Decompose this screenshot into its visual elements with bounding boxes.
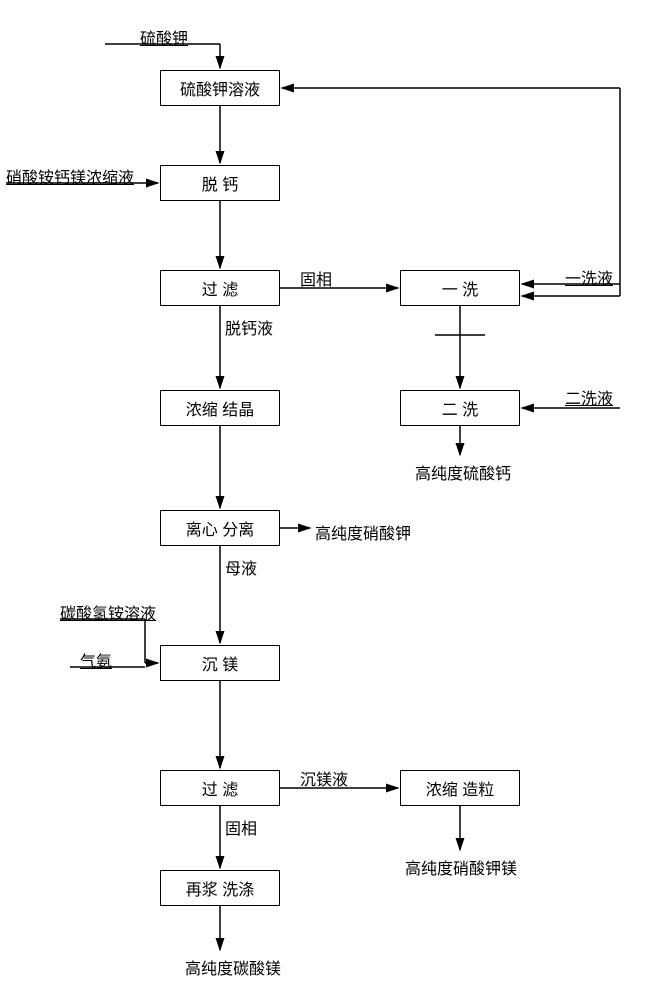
label-text: 硫酸钾溶液	[180, 76, 260, 100]
input-k2so4: 硫酸钾	[140, 25, 188, 49]
label-text: 离心 分离	[186, 516, 254, 540]
label-text: 过 滤	[202, 276, 238, 300]
label-text: 硝酸铵钙镁浓缩液	[6, 170, 134, 187]
label-text: 高纯度硝酸钾镁	[405, 861, 517, 878]
label-text: 二洗液	[565, 391, 613, 408]
box-decalcify: 脱 钙	[160, 165, 280, 201]
label-text: 母液	[225, 561, 257, 578]
output-kno3-mg: 高纯度硝酸钾镁	[405, 855, 517, 879]
label-text: 浓缩 结晶	[186, 396, 254, 420]
label-text: 高纯度碳酸镁	[185, 961, 281, 978]
edge-solid-phase: 固相	[300, 266, 332, 290]
label-text: 脱钙液	[225, 321, 273, 338]
output-caso4: 高纯度硫酸钙	[415, 460, 511, 484]
box-repulp-wash: 再浆 洗涤	[160, 870, 280, 906]
input-wash1-liquid: 一洗液	[565, 265, 613, 289]
label-text: 再浆 洗涤	[186, 876, 254, 900]
label-text: 高纯度硫酸钙	[415, 466, 511, 483]
input-nh4hco3: 碳酸氢铵溶液	[60, 600, 156, 624]
label-text: 一洗液	[565, 271, 613, 288]
box-filter1: 过 滤	[160, 270, 280, 306]
input-ammonia: 气氨	[80, 648, 112, 672]
flowchart-arrows	[0, 0, 662, 1000]
box-filter2: 过 滤	[160, 770, 280, 806]
label-text: 过 滤	[202, 776, 238, 800]
output-mgco3: 高纯度碳酸镁	[185, 955, 281, 979]
edge-mother-liquor: 母液	[225, 555, 257, 579]
box-wash1: 一 洗	[400, 270, 520, 306]
box-k2so4-solution: 硫酸钾溶液	[160, 70, 280, 106]
label-text: 碳酸氢铵溶液	[60, 606, 156, 623]
label-text: 一 洗	[442, 276, 478, 300]
label-text: 高纯度硝酸钾	[315, 526, 411, 543]
input-concentrate: 硝酸铵钙镁浓缩液	[6, 164, 134, 188]
label-text: 气氨	[80, 654, 112, 671]
label-text: 脱 钙	[202, 171, 238, 195]
label-text: 固相	[300, 272, 332, 289]
label-text: 二 洗	[442, 396, 478, 420]
input-wash2-liquid: 二洗液	[565, 385, 613, 409]
box-concentrate-granulate: 浓缩 造粒	[400, 770, 520, 806]
label-text: 沉 镁	[202, 651, 238, 675]
label-text: 浓缩 造粒	[426, 776, 494, 800]
label-text: 沉镁液	[300, 772, 348, 789]
box-wash2: 二 洗	[400, 390, 520, 426]
box-centrifuge: 离心 分离	[160, 510, 280, 546]
box-precipitate-mg: 沉 镁	[160, 645, 280, 681]
output-kno3: 高纯度硝酸钾	[315, 520, 411, 544]
edge-mg-liquid: 沉镁液	[300, 766, 348, 790]
edge-solid-phase2: 固相	[225, 815, 257, 839]
edge-decalc-liquid: 脱钙液	[225, 315, 273, 339]
box-concentrate-crystallize: 浓缩 结晶	[160, 390, 280, 426]
label-text: 硫酸钾	[140, 31, 188, 48]
label-text: 固相	[225, 821, 257, 838]
